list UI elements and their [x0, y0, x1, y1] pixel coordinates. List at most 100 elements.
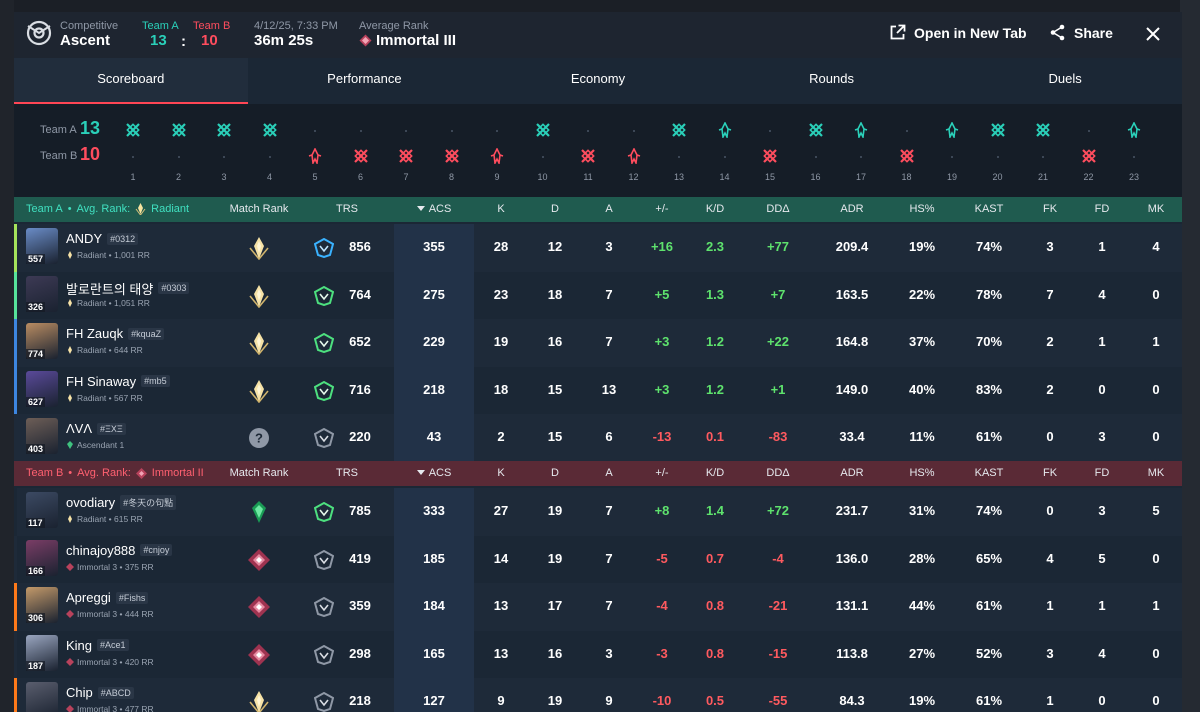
- column-header-a[interactable]: A: [605, 203, 613, 215]
- avg-rank-value: Immortal III: [376, 32, 457, 49]
- column-header-fk[interactable]: FK: [1042, 203, 1058, 215]
- spike-icon: [718, 122, 731, 138]
- player-name[interactable]: chinajoy888 #cnjoy: [66, 543, 173, 558]
- player-row[interactable]: Chip #ABCD Immortal 3 • 477 RR 218 127 9 19 9 -1…: [14, 678, 1182, 712]
- round-15[interactable]: 15: [755, 104, 785, 194]
- stat-acs: 229: [423, 334, 445, 349]
- player-row[interactable]: 774 FH Zauqk #kquaZ Radiant • 644 RR 652 229 1…: [14, 319, 1182, 367]
- player-row[interactable]: 627 FH Sinaway #mb5 Radiant • 567 RR 716 218 1…: [14, 366, 1182, 414]
- player-row[interactable]: 187 King #Ace1 Immortal 3 • 420 RR 298 165 13 1…: [14, 630, 1182, 678]
- party-stripe: [14, 488, 17, 536]
- column-header-adr[interactable]: ADR: [840, 467, 864, 479]
- column-header-adr[interactable]: ADR: [840, 203, 864, 215]
- stat-adr: 149.0: [835, 381, 869, 397]
- player-row[interactable]: 557 ANDY #0312 Radiant • 1,001 RR 856 355 28 12…: [14, 224, 1182, 272]
- round-21[interactable]: 21: [1028, 104, 1058, 194]
- column-header-d[interactable]: D: [551, 203, 559, 215]
- stat-mk: 0: [1152, 429, 1160, 444]
- player-row[interactable]: 403 ΛVΛ #ΞXΞ Ascendant 1? 220 43 2 15 6 -13 0.1 -83…: [14, 414, 1182, 462]
- player-name[interactable]: ANDY #0312: [66, 231, 139, 246]
- round-11[interactable]: 11: [573, 104, 603, 194]
- party-stripe: [14, 414, 17, 462]
- round-18[interactable]: 18: [892, 104, 922, 194]
- column-header-d[interactable]: D: [551, 467, 559, 479]
- round-4[interactable]: 4: [255, 104, 285, 194]
- round-1[interactable]: 1: [118, 104, 148, 194]
- column-header-trs[interactable]: TRS: [336, 467, 358, 479]
- round-22[interactable]: 22: [1074, 104, 1104, 194]
- round-7[interactable]: 7: [391, 104, 421, 194]
- immortal-rank-icon: [135, 467, 147, 479]
- elimination-icon: [353, 149, 368, 163]
- player-name[interactable]: FH Sinaway #mb5: [66, 374, 170, 389]
- column-header-fk[interactable]: FK: [1042, 467, 1058, 479]
- column-header-hs-[interactable]: HS%: [909, 203, 935, 215]
- column-header-k-d[interactable]: K/D: [705, 203, 725, 215]
- column-header-kast[interactable]: KAST: [974, 467, 1004, 479]
- player-name[interactable]: 발로란트의 태양 #0303: [66, 279, 190, 298]
- column-header-fd[interactable]: FD: [1094, 467, 1110, 479]
- player-row[interactable]: 326 발로란트의 태양 #0303 Radiant • 1,051 RR 764 275…: [14, 271, 1182, 319]
- column-header--[interactable]: +/-: [655, 467, 669, 479]
- column-header-fd[interactable]: FD: [1094, 203, 1110, 215]
- column-header-dd-[interactable]: DDΔ: [766, 467, 790, 479]
- column-header-a[interactable]: A: [605, 467, 613, 479]
- map-name: Ascent: [60, 32, 111, 49]
- column-header-acs[interactable]: ACS: [399, 203, 469, 215]
- column-header-k[interactable]: K: [497, 203, 505, 215]
- column-header-k-d[interactable]: K/D: [705, 467, 725, 479]
- round-23[interactable]: 23: [1119, 104, 1149, 194]
- round-12[interactable]: 12: [619, 104, 649, 194]
- round-10[interactable]: 10: [528, 104, 558, 194]
- column-header--[interactable]: +/-: [655, 203, 669, 215]
- player-name[interactable]: Chip #ABCD: [66, 685, 134, 700]
- round-13[interactable]: 13: [664, 104, 694, 194]
- match-header: Competitive Ascent Team A Team B 13 : 10…: [14, 12, 1182, 58]
- tab-economy[interactable]: Economy: [570, 71, 626, 86]
- round-14[interactable]: 14: [710, 104, 740, 194]
- player-row[interactable]: 166 chinajoy888 #cnjoy Immortal 3 • 375 RR 4…: [14, 535, 1182, 583]
- stat-acs: 165: [423, 645, 445, 661]
- column-header-mk[interactable]: MK: [1147, 203, 1165, 215]
- column-header-mk[interactable]: MK: [1147, 467, 1165, 479]
- round-9[interactable]: 9: [482, 104, 512, 194]
- column-header-kast[interactable]: KAST: [974, 203, 1004, 215]
- player-name[interactable]: ΛVΛ #ΞXΞ: [66, 421, 126, 436]
- acs-column-highlight: [394, 271, 474, 319]
- round-19[interactable]: 19: [937, 104, 967, 194]
- round-16[interactable]: 16: [801, 104, 831, 194]
- stat-acs: 275: [423, 286, 445, 302]
- share-button[interactable]: Share: [1049, 24, 1113, 41]
- stat-hs: 28%: [908, 550, 936, 566]
- player-row[interactable]: 117 ovodiary #冬天の句點 Radiant • 615 RR 785 333 2…: [14, 488, 1182, 536]
- tab-scoreboard[interactable]: Scoreboard: [14, 58, 248, 104]
- round-17[interactable]: 17: [846, 104, 876, 194]
- round-5[interactable]: 5: [300, 104, 330, 194]
- player-name[interactable]: ovodiary #冬天の句點: [66, 495, 177, 510]
- player-name[interactable]: Apreggi #Fishs: [66, 590, 149, 605]
- stat-dd: -4: [772, 550, 784, 566]
- close-icon[interactable]: [1144, 25, 1162, 43]
- player-row[interactable]: 306 Apreggi #Fishs Immortal 3 • 444 RR 359 18…: [14, 583, 1182, 631]
- column-header-k[interactable]: K: [497, 467, 505, 479]
- column-header-trs[interactable]: TRS: [336, 203, 358, 215]
- stat-kd: 0.7: [705, 550, 725, 566]
- round-6[interactable]: 6: [346, 104, 376, 194]
- column-header-dd-[interactable]: DDΔ: [766, 203, 790, 215]
- column-header-acs[interactable]: ACS: [399, 467, 469, 479]
- trs-green-icon: [314, 285, 334, 306]
- tab-performance[interactable]: Performance: [327, 71, 402, 86]
- open-new-tab-button[interactable]: Open in New Tab: [889, 24, 1027, 41]
- stat-fk: 1: [1046, 598, 1054, 613]
- column-header-hs-[interactable]: HS%: [909, 467, 935, 479]
- player-name[interactable]: FH Zauqk #kquaZ: [66, 326, 165, 341]
- player-name[interactable]: King #Ace1: [66, 638, 129, 653]
- round-3[interactable]: 3: [209, 104, 239, 194]
- round-8[interactable]: 8: [437, 104, 467, 194]
- round-2[interactable]: 2: [164, 104, 194, 194]
- round-20[interactable]: 20: [983, 104, 1013, 194]
- account-level: 306: [26, 613, 46, 623]
- tab-rounds[interactable]: Rounds: [809, 71, 854, 86]
- tab-duels[interactable]: Duels: [1048, 71, 1082, 86]
- team-a-score: 13: [150, 32, 167, 49]
